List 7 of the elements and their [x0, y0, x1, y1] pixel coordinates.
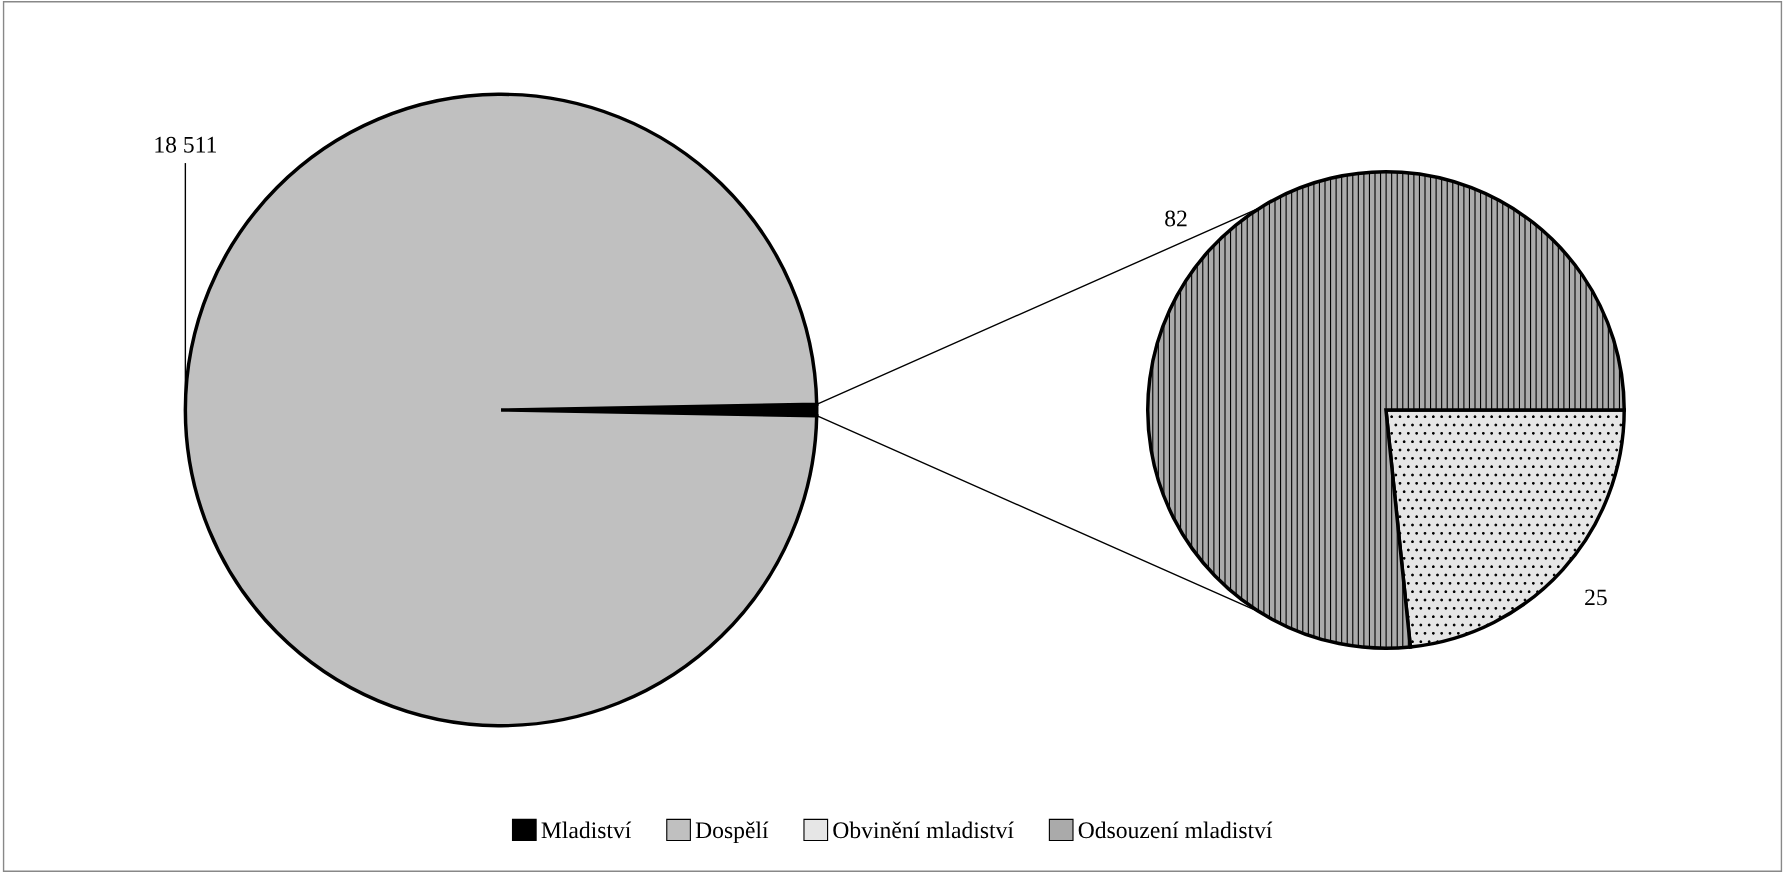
legend-label: Odsouzení mladiství	[1078, 821, 1273, 839]
data-label: 82	[1165, 210, 1187, 227]
legend-label: Obvinění mladiství	[833, 821, 1014, 839]
legend-label: Mladiství	[541, 821, 632, 839]
data-label: 18 511	[155, 136, 216, 153]
legend-label: Dospělí	[695, 821, 769, 844]
data-label: 25	[1585, 589, 1607, 606]
